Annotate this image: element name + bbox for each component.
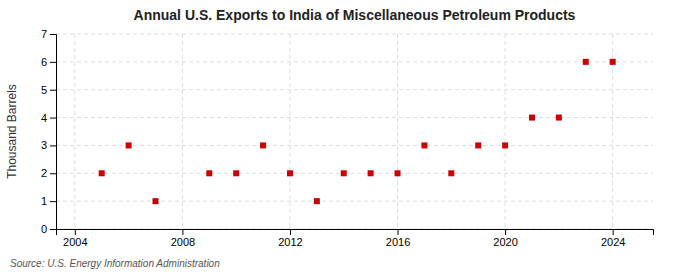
y-grid-line: [56, 117, 653, 118]
point: [556, 115, 562, 121]
y-tick: 5: [41, 84, 56, 96]
y-tick: 0: [41, 223, 56, 235]
x-tick-mark: [505, 229, 506, 235]
y-tick-mark: [50, 145, 56, 146]
y-tick-mark: [50, 201, 56, 202]
x-tick: 2012: [278, 229, 302, 248]
y-tick-label: 6: [41, 56, 47, 68]
y-tick: 3: [41, 139, 56, 151]
x-tick: 2008: [171, 229, 195, 248]
point: [421, 142, 427, 148]
point: [583, 59, 589, 65]
y-tick-label: 0: [41, 223, 47, 235]
y-grid-line: [56, 145, 653, 146]
y-grid-line: [56, 201, 653, 202]
point: [529, 115, 535, 121]
source-note: Source: U.S. Energy Information Administ…: [10, 258, 220, 269]
point: [475, 142, 481, 148]
y-tick-mark: [50, 34, 56, 35]
y-tick: 6: [41, 56, 56, 68]
point: [341, 170, 347, 176]
x-axis: 2004 2008 2012 2016 2020 2024: [57, 229, 654, 248]
x-grid-line: [182, 34, 183, 229]
y-tick-label: 4: [41, 112, 47, 124]
y-tick: 4: [41, 112, 56, 124]
chart-svg: 2004 2008 2012 2016 2020 2024 0 1 2 3 4 5 6 7 Annual U…: [0, 0, 675, 275]
y-grid-line: [56, 34, 653, 35]
point: [287, 170, 293, 176]
x-tick-label: 2004: [63, 236, 87, 248]
x-grid-line: [397, 34, 398, 229]
x-axis-line: [57, 230, 654, 236]
points: [99, 59, 616, 204]
plot-area: 2004 2008 2012 2016 2020 2024 0 1 2 3 4 5 6 7: [41, 28, 654, 248]
y-tick-mark: [50, 173, 56, 174]
point: [448, 170, 454, 176]
y-tick-mark: [50, 62, 56, 63]
point: [314, 198, 320, 204]
x-tick-mark: [75, 229, 76, 235]
x-tick-mark: [398, 229, 399, 235]
y-grid-line: [56, 173, 653, 174]
y-axis-line: [50, 35, 57, 230]
point: [260, 142, 266, 148]
y-tick: 1: [41, 195, 56, 207]
y-tick-mark: [50, 90, 56, 91]
x-tick-mark: [613, 229, 614, 235]
x-tick-label: 2020: [493, 236, 517, 248]
point: [233, 170, 239, 176]
point: [395, 170, 401, 176]
chart-title: Annual U.S. Exports to India of Miscella…: [134, 7, 576, 23]
x-tick: 2016: [386, 229, 410, 248]
x-tick-label: 2016: [386, 236, 410, 248]
x-tick: 2020: [493, 229, 517, 248]
y-tick-label: 7: [41, 28, 47, 40]
point: [610, 59, 616, 65]
point: [368, 170, 374, 176]
y-tick: 7: [41, 28, 56, 40]
y-tick-mark: [50, 229, 56, 230]
y-axis-title: Thousand Barrels: [5, 84, 19, 179]
x-tick-mark: [182, 229, 183, 235]
y-tick-label: 2: [41, 167, 47, 179]
x-tick-label: 2024: [601, 236, 625, 248]
point: [153, 198, 159, 204]
y-axis: 0 1 2 3 4 5 6 7: [41, 28, 57, 235]
y-tick-label: 3: [41, 139, 47, 151]
y-tick-label: 5: [41, 84, 47, 96]
grid: [56, 34, 653, 229]
y-grid-line: [56, 61, 653, 62]
x-tick-mark: [290, 229, 291, 235]
point: [206, 170, 212, 176]
x-tick-label: 2012: [278, 236, 302, 248]
y-tick: 2: [41, 167, 56, 179]
point: [502, 142, 508, 148]
x-tick: 2004: [63, 229, 87, 248]
y-grid-line: [56, 89, 653, 90]
point: [99, 170, 105, 176]
x-grid-line: [289, 34, 290, 229]
x-tick-label: 2008: [171, 236, 195, 248]
point: [126, 142, 132, 148]
y-tick-mark: [50, 118, 56, 119]
y-tick-label: 1: [41, 195, 47, 207]
x-grid-line: [74, 34, 75, 229]
x-tick: 2024: [601, 229, 625, 248]
x-grid-line: [505, 34, 506, 229]
